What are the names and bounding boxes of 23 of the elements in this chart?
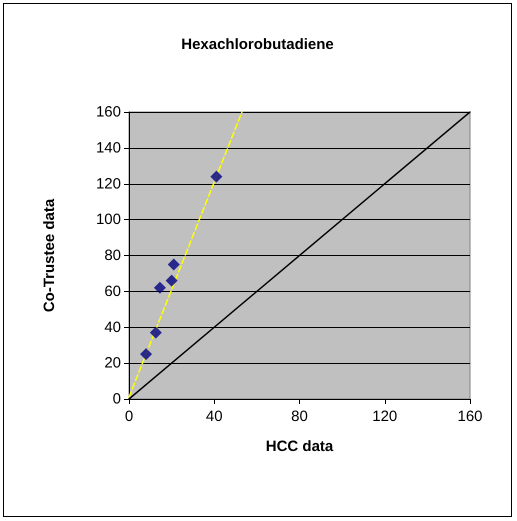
point: [150, 326, 162, 339]
y-tick-label: 40: [104, 318, 121, 336]
point: [140, 348, 152, 360]
y-tick-label: 100: [96, 211, 121, 228]
y-tick-label: 80: [104, 247, 121, 264]
x-axis-title: HCC data: [266, 438, 334, 455]
chart-title: Hexachlorobutadiene: [181, 36, 334, 53]
x-tick-label: 80: [291, 408, 308, 425]
y-tick-label: 20: [104, 354, 121, 372]
point: [168, 258, 180, 270]
y-axis-title: Co-Trustee data: [41, 198, 58, 312]
y-tick-label: 0: [112, 390, 121, 408]
x-tick-label: 160: [457, 408, 483, 425]
point: [154, 282, 166, 294]
point: [166, 274, 178, 287]
point: [210, 170, 222, 183]
y-tick-label: 140: [96, 139, 121, 156]
y-tick-label: 160: [96, 104, 121, 120]
y-tick-label: 120: [96, 175, 121, 192]
x-tick-label: 0: [124, 408, 134, 425]
x-tick-label: 40: [206, 408, 223, 425]
x-tick-label: 120: [372, 408, 398, 425]
y-tick-label: 60: [104, 282, 121, 300]
